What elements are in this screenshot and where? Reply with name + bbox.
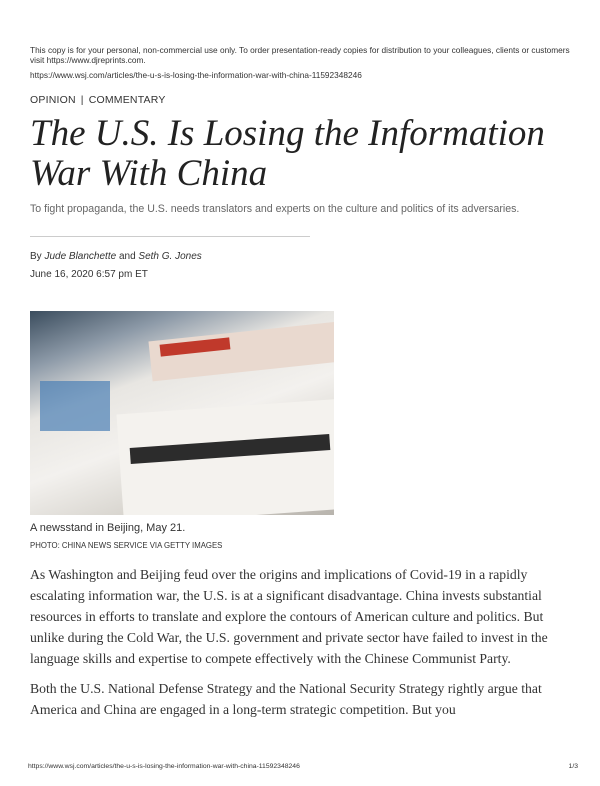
section-commentary[interactable]: COMMENTARY (88, 94, 166, 106)
article-url[interactable]: https://www.wsj.com/articles/the-u-s-is-… (30, 70, 362, 80)
reprint-notice: This copy is for your personal, non-comm… (30, 45, 570, 65)
section-opinion[interactable]: OPINION (30, 94, 76, 106)
photo-caption: A newsstand in Beijing, May 21. (30, 522, 186, 534)
author-1[interactable]: Jude Blanchette (44, 251, 117, 262)
publish-date: June 16, 2020 6:57 pm ET (30, 269, 148, 280)
byline: By Jude Blanchette and Seth G. Jones (30, 251, 202, 262)
page-number: 1/3 (568, 763, 578, 770)
section-separator: | (80, 94, 84, 106)
paragraph: As Washington and Beijing feud over the … (30, 567, 548, 666)
article-body: As Washington and Beijing feud over the … (30, 564, 575, 729)
divider (30, 236, 310, 237)
author-2[interactable]: Seth G. Jones (138, 251, 202, 262)
paragraph: Both the U.S. National Defense Strategy … (30, 681, 542, 717)
headline: The U.S. Is Losing the Information War W… (30, 113, 545, 194)
article-photo (30, 311, 334, 515)
byline-and: and (118, 251, 136, 262)
photo-credit: PHOTO: CHINA NEWS SERVICE VIA GETTY IMAG… (30, 541, 223, 550)
section-label: OPINION | COMMENTARY (30, 94, 166, 106)
footer-url: https://www.wsj.com/articles/the-u-s-is-… (28, 763, 300, 770)
byline-prefix: By (30, 251, 42, 262)
dek: To fight propaganda, the U.S. needs tran… (30, 203, 520, 215)
